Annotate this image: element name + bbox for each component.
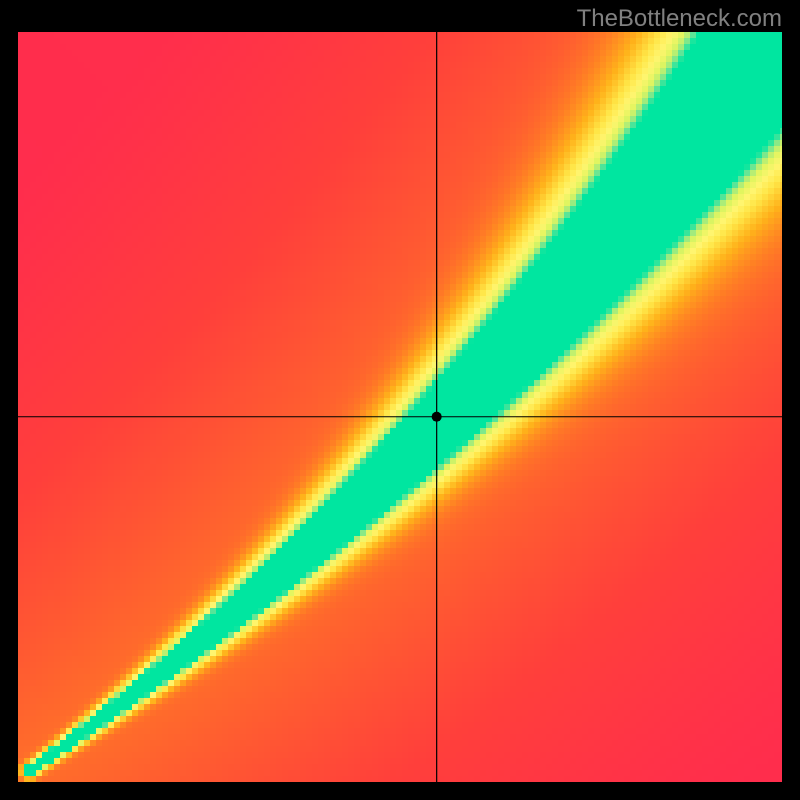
- chart-frame: TheBottleneck.com: [0, 0, 800, 800]
- watermark-text: TheBottleneck.com: [577, 5, 782, 33]
- heatmap-canvas: [18, 32, 782, 782]
- heatmap-plot: [18, 32, 782, 782]
